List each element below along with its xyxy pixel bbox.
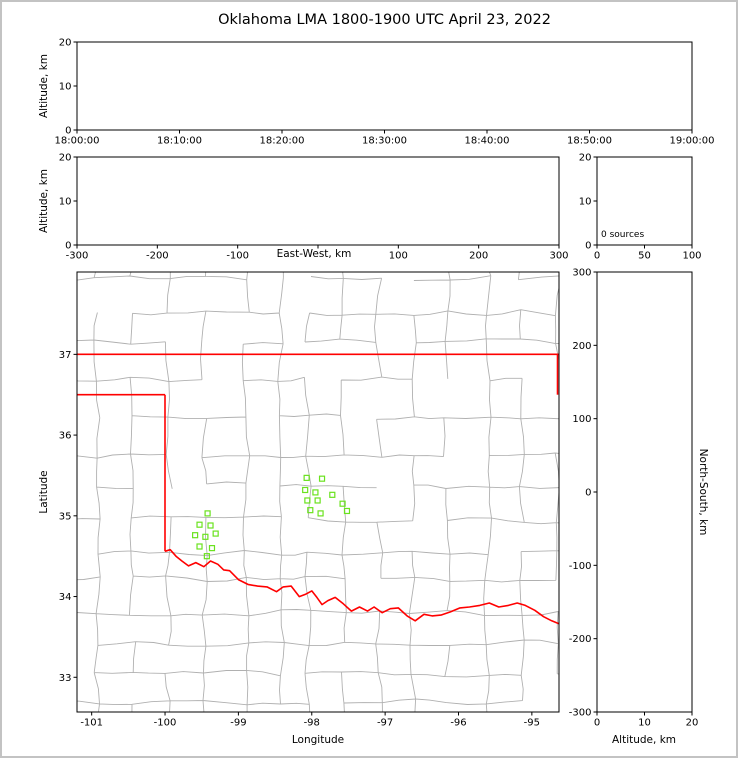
y-tick-label: -100	[569, 561, 592, 572]
alt-ew-ylabel: Altitude, km	[38, 169, 50, 234]
source-marker	[329, 491, 336, 498]
x-tick-label: 18:20:00	[260, 136, 305, 147]
map-frame	[76, 271, 560, 713]
alt-time-ylabel: Altitude, km	[38, 54, 50, 119]
x-tick-label: -300	[66, 251, 89, 262]
y-tick-label: 200	[572, 341, 591, 352]
x-tick-label: -200	[146, 251, 169, 262]
x-tick-label: -99	[230, 718, 246, 729]
x-tick-label: 0	[594, 718, 600, 729]
y-tick-label: 34	[59, 592, 72, 603]
x-tick-label: -96	[450, 718, 466, 729]
source-marker	[202, 533, 209, 540]
state-border-line	[164, 548, 559, 625]
y-tick-label: 0	[585, 241, 591, 252]
x-tick-label: 200	[469, 251, 488, 262]
source-marker	[196, 521, 203, 528]
source-marker	[318, 475, 326, 482]
alt-ew-xlabel: East-West, km	[276, 248, 352, 260]
y-tick-label: 20	[59, 153, 72, 164]
source-marker	[203, 553, 210, 560]
y-tick-label: 0	[65, 241, 71, 252]
source-marker	[207, 522, 214, 529]
alt-ew-frame	[76, 156, 560, 246]
source-marker	[314, 497, 321, 504]
x-tick-label: 100	[682, 251, 701, 262]
source-marker	[304, 497, 311, 504]
county-lines	[77, 272, 559, 712]
x-tick-label: 20	[686, 718, 699, 729]
y-tick-label: 10	[59, 197, 72, 208]
x-tick-label: 50	[638, 251, 651, 262]
x-tick-label: -100	[154, 718, 177, 729]
source-marker	[192, 532, 199, 539]
source-count-annotation: 0 sources	[601, 230, 645, 240]
x-tick-label: 19:00:00	[670, 136, 715, 147]
source-marker	[204, 510, 211, 517]
y-tick-label: 20	[579, 153, 592, 164]
y-tick-label: 20	[59, 38, 72, 49]
y-tick-label: -200	[569, 634, 592, 645]
source-marker	[208, 545, 216, 552]
y-tick-label: 10	[579, 197, 592, 208]
alt-ns-xlabel: Altitude, km	[611, 734, 676, 746]
x-tick-label: 18:50:00	[567, 136, 612, 147]
source-marker	[302, 486, 309, 494]
y-tick-label: 33	[59, 673, 72, 684]
source-marker	[317, 510, 324, 517]
source-marker	[339, 500, 346, 507]
alt-ns-ylabel-right: North-South, km	[697, 448, 709, 536]
source-marker	[312, 489, 319, 496]
source-marker	[303, 474, 310, 481]
x-tick-label: 18:30:00	[362, 136, 407, 147]
y-tick-label: 37	[59, 350, 72, 361]
x-tick-label: 0	[594, 251, 600, 262]
y-tick-label: 300	[572, 268, 591, 279]
x-tick-label: 300	[549, 251, 568, 262]
x-tick-label: -97	[377, 718, 393, 729]
y-tick-label: 36	[59, 431, 72, 442]
y-tick-label: 0	[65, 126, 71, 137]
y-tick-label: -300	[569, 708, 592, 719]
alt-time-frame	[76, 41, 693, 131]
source-marker	[212, 530, 219, 537]
map-xlabel: Longitude	[291, 734, 345, 746]
x-tick-label: -100	[226, 251, 249, 262]
x-tick-label: -101	[80, 718, 103, 729]
y-tick-label: 100	[572, 414, 591, 425]
source-marker	[196, 543, 203, 550]
y-tick-label: 35	[59, 511, 72, 522]
x-tick-label: 100	[389, 251, 408, 262]
source-marker	[307, 507, 314, 514]
alt-ns-frame	[596, 271, 693, 713]
figure-title: Oklahoma LMA 1800-1900 UTC April 23, 202…	[218, 12, 551, 28]
x-tick-label: -95	[524, 718, 540, 729]
y-tick-label: 10	[59, 82, 72, 93]
x-tick-label: 18:10:00	[157, 136, 202, 147]
x-tick-label: 18:00:00	[55, 136, 100, 147]
x-tick-label: 18:40:00	[465, 136, 510, 147]
map-ylabel: Latitude	[38, 470, 50, 514]
y-tick-label: 0	[585, 488, 591, 499]
x-tick-label: -98	[304, 718, 320, 729]
x-tick-label: 10	[638, 718, 651, 729]
source-marker	[343, 507, 351, 515]
